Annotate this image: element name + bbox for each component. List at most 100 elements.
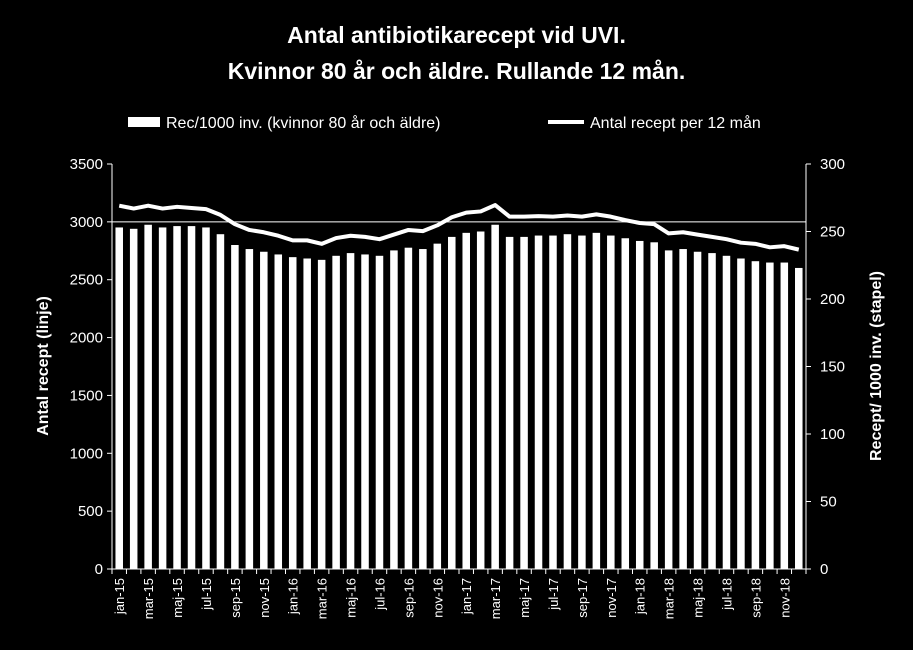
chart-title-line2: Kvinnor 80 år och äldre. Rullande 12 mån… <box>227 58 686 84</box>
bar-feb-16 <box>303 258 311 569</box>
bar-sep-17 <box>578 235 586 570</box>
y-axis-left-label: Antal recept (linje) <box>35 296 52 436</box>
bar-aug-18 <box>737 258 745 569</box>
x-tick-label: jul-18 <box>719 578 734 611</box>
bar-jun-18 <box>708 253 716 569</box>
x-tick-label: mar-18 <box>662 578 677 619</box>
x-ticks: jan-15 mar-15 maj-15 jul-15 sep-15 nov-15 jan-… <box>111 569 807 619</box>
x-tick-label: sep-16 <box>401 578 416 618</box>
x-tick-label: mar-17 <box>488 578 503 619</box>
x-tick-label: sep-15 <box>228 578 243 618</box>
x-tick-label: jan-15 <box>112 578 127 615</box>
bar-series <box>115 224 803 570</box>
bar-maj-15 <box>173 226 181 569</box>
x-tick-label: maj-17 <box>517 578 532 618</box>
y-right-tick-label: 0 <box>820 561 828 578</box>
bar-sep-18 <box>751 261 760 569</box>
bar-feb-17 <box>476 231 485 569</box>
x-tick-label: maj-16 <box>344 578 359 618</box>
bar-jun-15 <box>187 226 196 569</box>
bar-jul-16 <box>375 255 384 570</box>
bar-nov-17 <box>607 235 615 570</box>
bar-mar-17 <box>491 224 499 569</box>
x-tick-label: mar-16 <box>315 578 330 619</box>
y-right-tick-label: 250 <box>820 224 845 241</box>
bar-okt-18 <box>766 262 774 569</box>
bar-jan-18 <box>635 240 644 569</box>
y-right-tick-label: 50 <box>820 494 837 511</box>
y-left-tick-label: 0 <box>95 561 103 578</box>
bar-aug-17 <box>563 234 572 569</box>
bar-dec-18 <box>795 267 803 569</box>
y-right-tick-label: 150 <box>820 359 845 376</box>
y-left-tick-label: 2000 <box>70 330 103 347</box>
legend-bar-swatch <box>128 117 160 127</box>
bar-nov-16 <box>433 243 442 569</box>
x-tick-label: nov-18 <box>777 578 792 618</box>
x-tick-label: maj-18 <box>691 578 706 618</box>
y-left-tick-label: 1000 <box>70 445 103 462</box>
bar-apr-15 <box>158 227 167 569</box>
y-axis-right-label: Recept/ 1000 inv. (stapel) <box>868 271 885 461</box>
y-left-tick-label: 2500 <box>70 272 103 289</box>
bar-okt-16 <box>419 249 427 570</box>
x-tick-label: jan-16 <box>286 578 301 615</box>
y-right-tick-label: 300 <box>820 156 845 173</box>
bar-jan-15 <box>115 227 123 569</box>
y-left-tick-label: 1500 <box>70 387 103 404</box>
bar-mar-15 <box>144 224 152 569</box>
bar-okt-17 <box>592 232 601 569</box>
x-tick-label: jul-15 <box>199 578 214 611</box>
x-tick-label: nov-17 <box>604 578 619 618</box>
x-tick-label: jan-17 <box>459 578 474 615</box>
y-ticks-right: 0 50 100 150 200 250 300 <box>806 156 845 578</box>
x-tick-label: jan-18 <box>633 578 648 615</box>
y-left-tick-label: 3500 <box>70 156 103 173</box>
bar-jan-16 <box>288 257 297 569</box>
y-right-tick-label: 100 <box>820 426 845 443</box>
bar-jul-18 <box>722 255 731 570</box>
bar-apr-18 <box>679 249 687 570</box>
bar-maj-17 <box>520 236 528 569</box>
line-series <box>118 203 800 252</box>
line-antal-recept <box>118 203 800 252</box>
bar-apr-17 <box>505 236 514 569</box>
bar-maj-16 <box>346 253 355 569</box>
legend-bar-label: Rec/1000 inv. (kvinnor 80 år och äldre) <box>166 114 441 132</box>
bar-feb-15 <box>129 228 138 570</box>
x-tick-label: jul-17 <box>546 578 561 611</box>
bar-jan-17 <box>462 232 470 569</box>
x-tick-label: mar-15 <box>141 578 156 619</box>
y-left-tick-label: 3000 <box>70 214 103 231</box>
bar-maj-18 <box>693 251 702 569</box>
y-ticks-left: 0 500 1000 1500 2000 2500 3000 3500 <box>70 156 112 578</box>
bar-mar-16 <box>317 259 326 569</box>
bar-sep-15 <box>231 245 239 569</box>
bar-jul-15 <box>202 227 210 569</box>
bar-dec-16 <box>448 236 456 569</box>
bar-nov-18 <box>780 262 789 569</box>
x-tick-label: sep-17 <box>575 578 590 618</box>
x-tick-label: nov-15 <box>257 578 272 618</box>
bar-aug-16 <box>390 250 398 569</box>
x-tick-label: maj-15 <box>170 578 185 618</box>
x-tick-label: nov-16 <box>430 578 445 618</box>
bar-okt-15 <box>245 249 254 570</box>
y-left-tick-label: 500 <box>78 503 103 520</box>
bar-dec-17 <box>621 238 630 569</box>
bar-feb-18 <box>650 242 658 570</box>
bar-sep-16 <box>404 247 413 569</box>
x-tick-label: sep-18 <box>748 578 763 618</box>
bar-dec-15 <box>274 254 283 569</box>
bar-aug-15 <box>216 234 225 569</box>
axes <box>111 164 807 570</box>
legend-line-label: Antal recept per 12 mån <box>590 114 761 132</box>
chart-title-line1: Antal antibiotikarecept vid UVI. <box>287 22 626 48</box>
bar-apr-16 <box>332 255 340 570</box>
bar-jun-17 <box>534 235 543 570</box>
bar-jul-17 <box>549 235 557 570</box>
x-tick-label: jul-16 <box>372 578 387 611</box>
bar-nov-15 <box>260 251 268 569</box>
bar-mar-18 <box>664 250 673 569</box>
